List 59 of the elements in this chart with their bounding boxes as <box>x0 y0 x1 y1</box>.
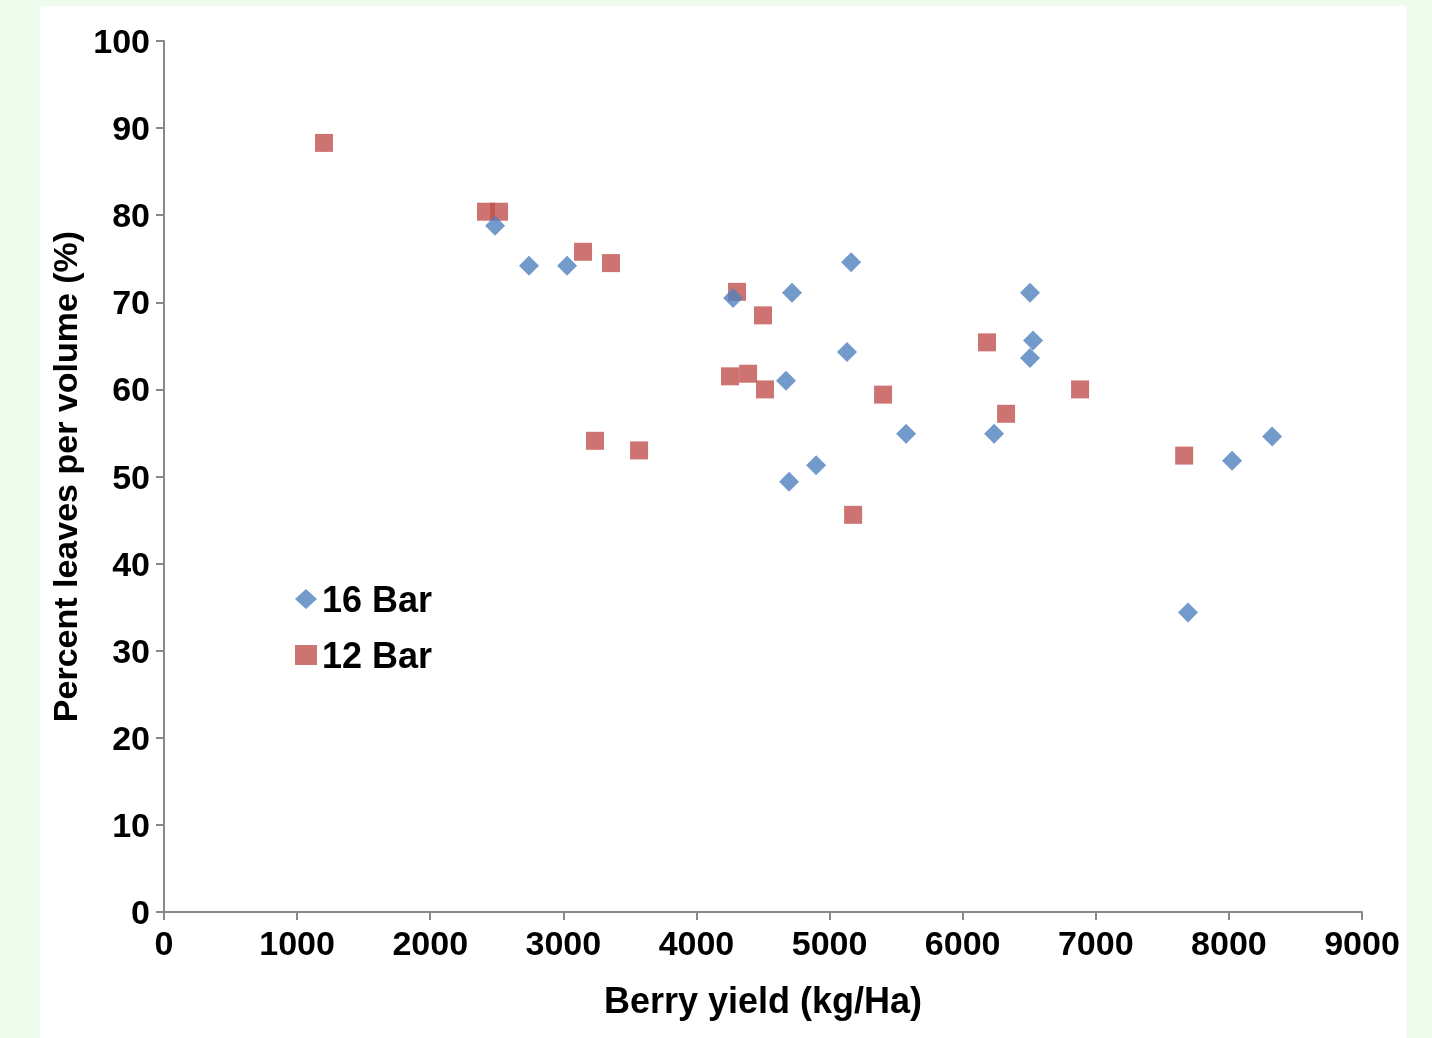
point <box>1262 426 1283 447</box>
x-tick-label: 7000 <box>1057 924 1134 962</box>
y-tick-label: 90 <box>112 109 150 148</box>
y-tick-label: 100 <box>93 22 150 60</box>
point <box>779 471 800 492</box>
point <box>490 202 509 221</box>
y-tick-label: 40 <box>112 544 150 583</box>
x-tick-label: 9000 <box>1324 924 1400 962</box>
point <box>315 133 333 152</box>
y-tick-label: 80 <box>112 196 150 235</box>
point <box>1020 348 1041 369</box>
y-tick-label: 20 <box>112 718 150 757</box>
legend-label: 16 Bar <box>322 578 433 620</box>
point <box>1175 446 1194 465</box>
y-tick-label: 70 <box>112 283 150 322</box>
x-axis-title: Berry yield (kg/Ha) <box>603 979 923 1021</box>
point <box>1178 602 1199 623</box>
point <box>844 505 863 524</box>
point <box>720 367 739 386</box>
point <box>756 380 774 399</box>
point <box>1071 380 1090 399</box>
point <box>997 404 1016 423</box>
point <box>806 455 827 476</box>
point <box>754 306 772 325</box>
point <box>723 287 744 308</box>
x-tick-label: 8000 <box>1191 924 1267 962</box>
point <box>896 423 917 444</box>
y-tick-label: 50 <box>112 457 150 496</box>
y-tick-label: 30 <box>112 631 150 670</box>
x-tick-label: 2000 <box>392 924 469 962</box>
point <box>601 254 620 273</box>
point <box>874 385 893 404</box>
point <box>841 252 862 273</box>
x-tick-label: 0 <box>154 924 174 962</box>
point <box>776 370 797 391</box>
y-axis-title: Percent leaves per volume (%) <box>46 230 85 723</box>
point <box>1222 450 1243 471</box>
point <box>782 282 803 303</box>
point <box>557 255 578 276</box>
x-tick-label: 5000 <box>791 924 868 962</box>
y-tick-label: 0 <box>131 893 150 931</box>
point <box>1020 282 1041 303</box>
x-tick-label: 3000 <box>525 924 602 962</box>
point <box>739 364 758 383</box>
x-tick-label: 4000 <box>658 924 735 962</box>
point <box>586 431 605 450</box>
x-tick-label: 1000 <box>259 924 335 962</box>
point <box>984 423 1005 444</box>
point <box>485 215 506 236</box>
point <box>518 255 539 276</box>
y-tick-label: 60 <box>112 370 150 409</box>
point <box>1023 330 1044 351</box>
y-tick-label: 10 <box>112 805 150 844</box>
x-tick-label: 6000 <box>924 924 1001 962</box>
point <box>574 242 593 261</box>
legend-label: 12 Bar <box>322 634 433 676</box>
point <box>978 333 997 352</box>
point <box>630 441 649 460</box>
point <box>836 341 857 362</box>
